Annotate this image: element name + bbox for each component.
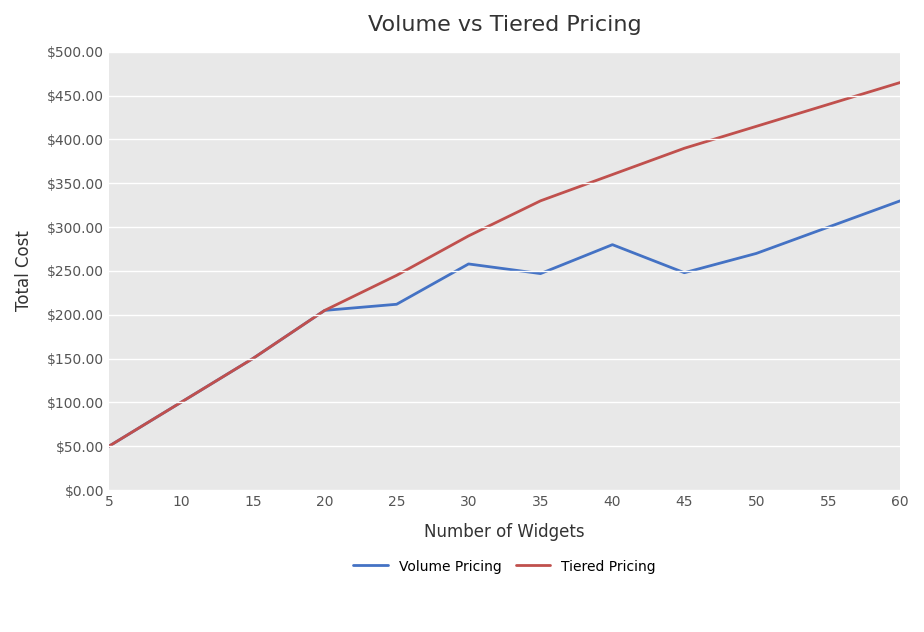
Volume Pricing — [751, 250, 762, 257]
Volume Pricing — [679, 269, 690, 277]
Line: Volume Pricing: Volume Pricing — [109, 201, 900, 446]
Volume Pricing — [822, 223, 833, 231]
Volume Pricing — [535, 270, 546, 277]
X-axis label: Number of Widgets: Number of Widgets — [424, 523, 585, 541]
Tiered Pricing — [248, 355, 259, 362]
Tiered Pricing — [176, 399, 187, 406]
Volume Pricing — [894, 197, 906, 205]
Tiered Pricing — [679, 145, 690, 152]
Title: Volume vs Tiered Pricing: Volume vs Tiered Pricing — [368, 15, 641, 35]
Volume Pricing — [463, 260, 474, 268]
Volume Pricing — [607, 241, 618, 248]
Tiered Pricing — [894, 79, 906, 87]
Volume Pricing — [391, 300, 402, 308]
Tiered Pricing — [822, 100, 833, 108]
Line: Tiered Pricing: Tiered Pricing — [109, 83, 900, 446]
Tiered Pricing — [103, 442, 115, 450]
Volume Pricing — [103, 442, 115, 450]
Legend: Volume Pricing, Tiered Pricing: Volume Pricing, Tiered Pricing — [347, 554, 662, 579]
Tiered Pricing — [319, 307, 330, 314]
Volume Pricing — [248, 355, 259, 362]
Volume Pricing — [176, 399, 187, 406]
Tiered Pricing — [391, 272, 402, 279]
Tiered Pricing — [751, 123, 762, 130]
Volume Pricing — [319, 307, 330, 314]
Tiered Pricing — [535, 197, 546, 205]
Tiered Pricing — [607, 171, 618, 178]
Y-axis label: Total Cost: Total Cost — [15, 231, 33, 312]
Tiered Pricing — [463, 232, 474, 240]
